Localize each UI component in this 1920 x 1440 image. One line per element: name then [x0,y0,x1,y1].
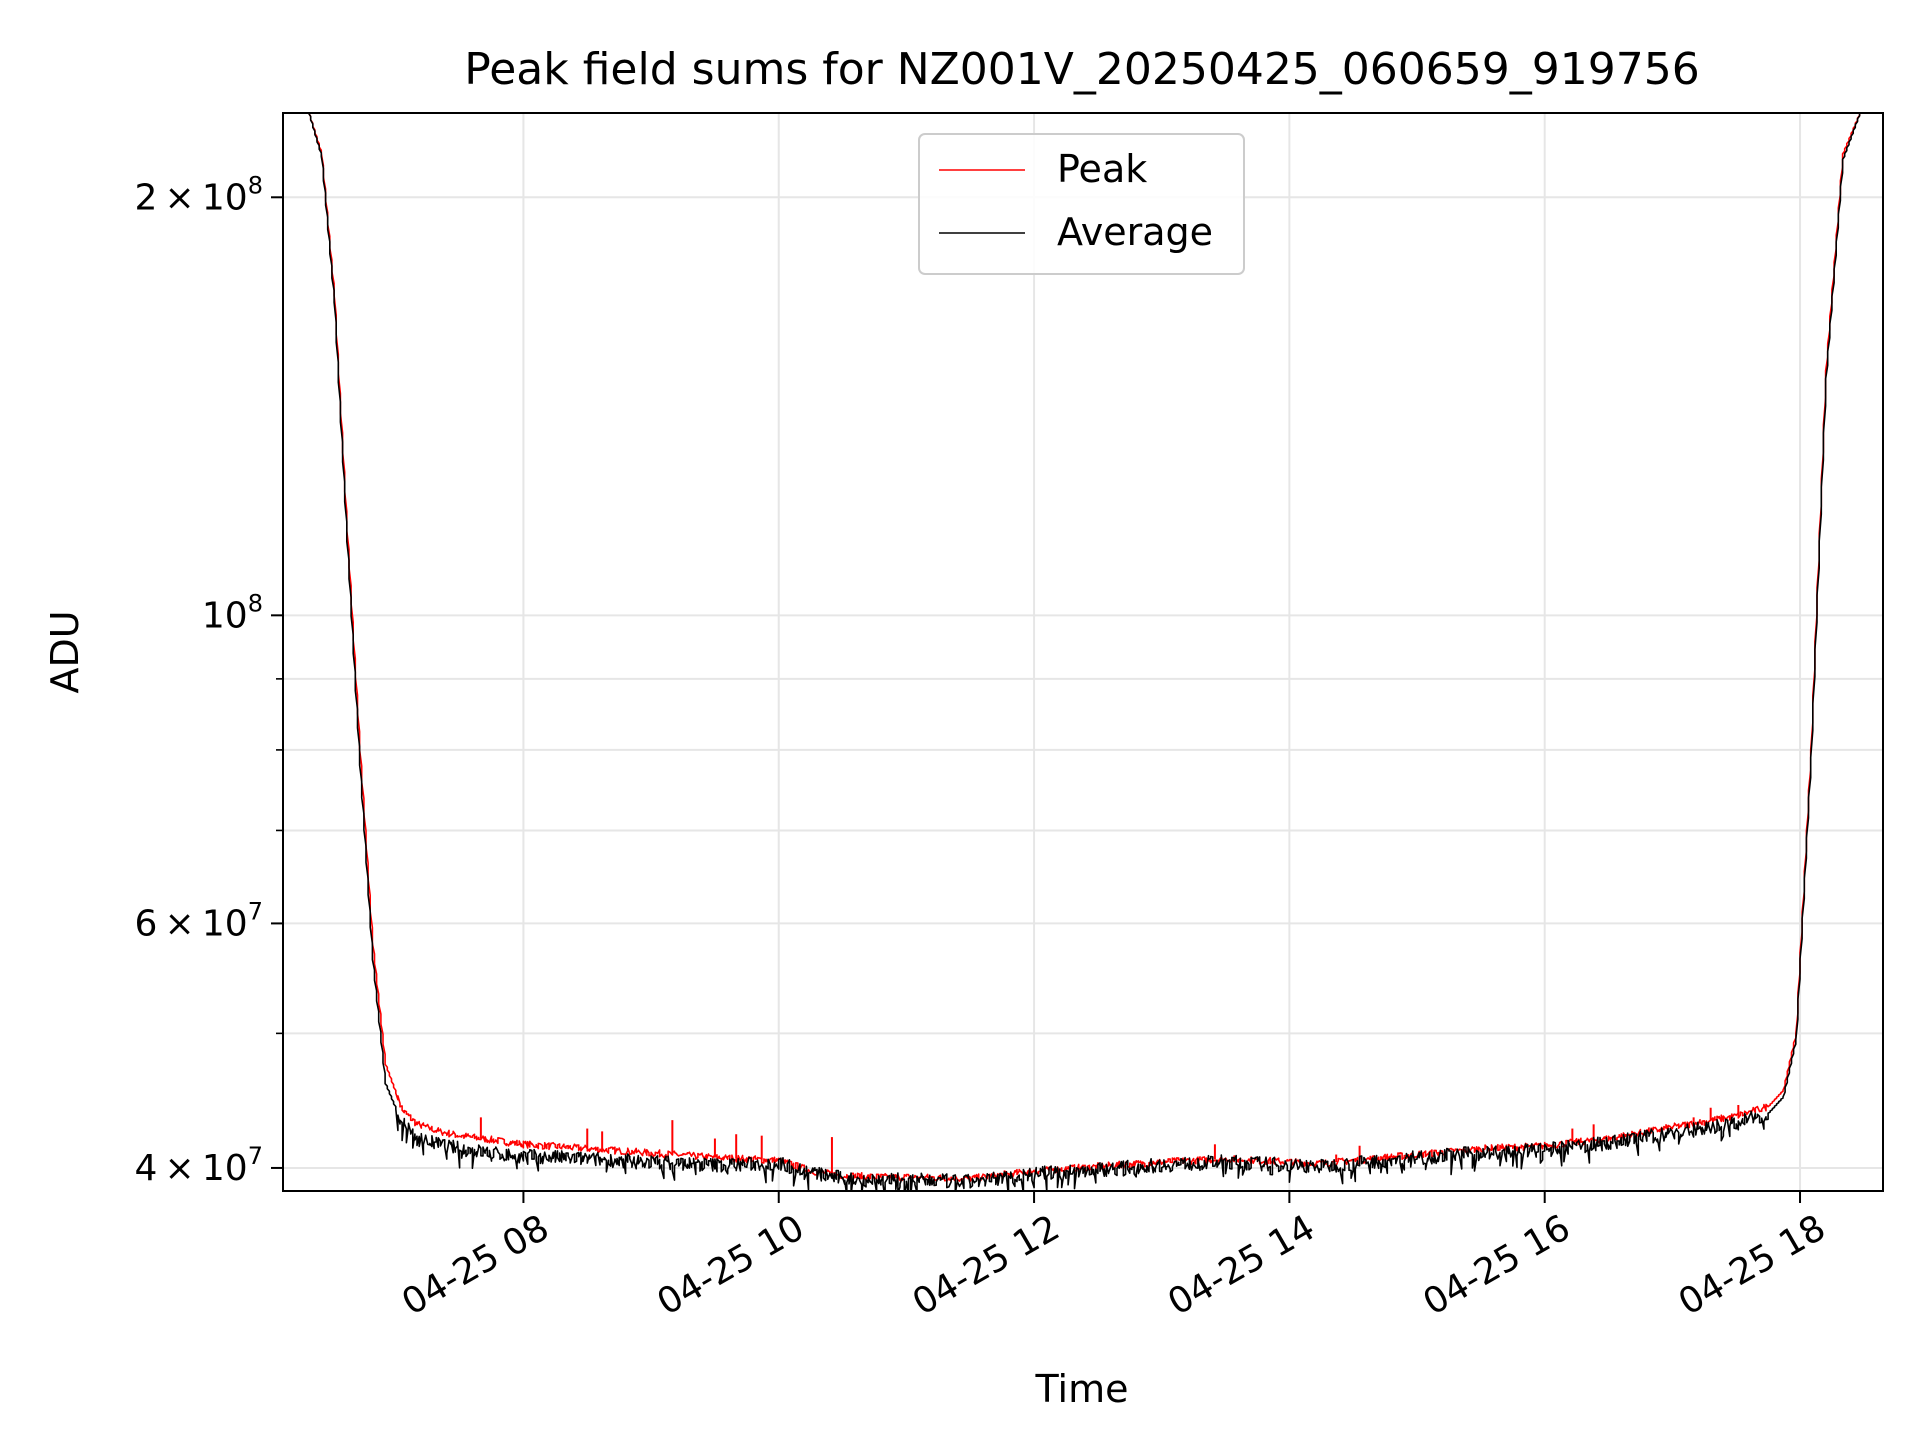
series-line-peak [283,113,1883,1183]
legend-label-peak: Peak [1057,147,1147,191]
y-tick-label: 4 × 107 [134,1142,263,1189]
chart-title: Peak field sums for NZ001V_20250425_0606… [464,44,1699,95]
series-layer [283,113,1883,1191]
y-axis: 4 × 107 6 × 107 108 2 × 108 [134,171,283,1189]
y-tick-label: 2 × 108 [134,171,263,218]
legend-box [918,133,1245,275]
x-axis-label: Time [1035,1367,1129,1411]
y-tick-label: 6 × 107 [134,897,263,944]
legend: Peak Average [918,133,1245,275]
legend-label-average: Average [1057,210,1213,254]
y-axis-label: ADU [43,610,87,693]
plot-frame [282,112,1884,1192]
series-line-average [283,113,1883,1191]
plot-area [283,113,1883,1191]
y-tick-label: 108 [202,589,263,636]
